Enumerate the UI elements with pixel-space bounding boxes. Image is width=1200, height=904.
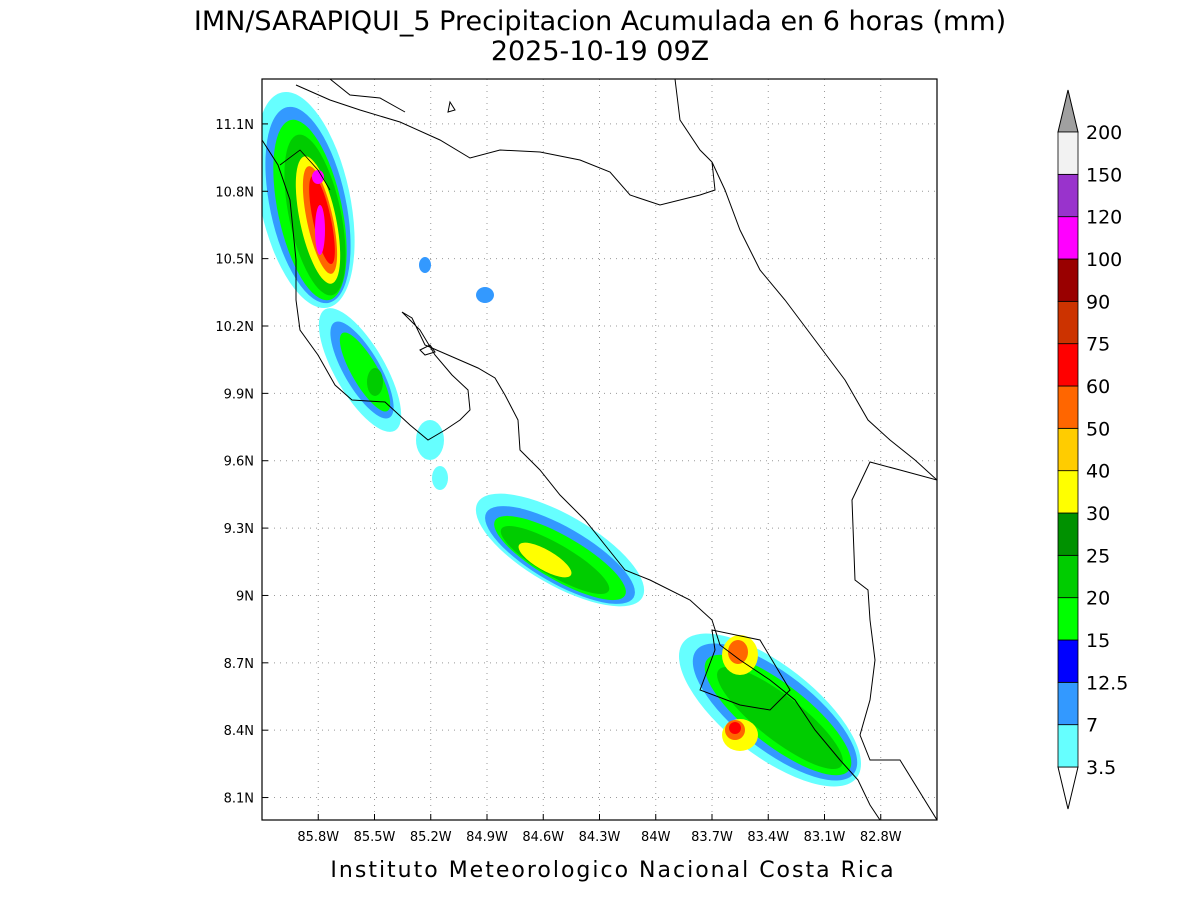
colorbar-segment	[1057, 512, 1079, 556]
colorbar-label: 7	[1086, 715, 1098, 737]
colorbar-label: 3.5	[1086, 757, 1116, 779]
footer: Instituto Meteorologico Nacional Costa R…	[330, 858, 895, 883]
x-tick-label: 84.3W	[579, 830, 621, 845]
colorbar-segment	[1057, 554, 1079, 599]
map-frame	[261, 78, 938, 821]
colorbar-label: 150	[1086, 164, 1122, 186]
colorbar-segment	[1057, 173, 1079, 218]
y-tick-label: 8.1N	[224, 792, 254, 807]
y-tick-label: 10.5N	[215, 253, 254, 268]
colorbar-label: 12.5	[1086, 672, 1128, 694]
y-tick-label: 11.1N	[215, 118, 254, 133]
y-tick-label: 10.2N	[215, 320, 254, 335]
colorbar-label: 60	[1086, 376, 1110, 398]
colorbar-label: 40	[1086, 461, 1110, 483]
colorbar-segment	[1057, 681, 1079, 726]
x-tick-label: 83.4W	[747, 830, 789, 845]
colorbar-segment	[1057, 639, 1079, 683]
y-tick-label: 8.4N	[224, 724, 254, 739]
coastlines	[262, 79, 937, 820]
colorbar-under	[1057, 766, 1079, 810]
x-tick-label: 85.2W	[410, 830, 452, 845]
colorbar-label: 50	[1086, 418, 1110, 440]
axis-labels: 85.8W 85.5W 85.2W 84.9W 84.6W 84.3W 84W 83.7W 83…	[215, 118, 901, 845]
y-tick-label: 9.9N	[224, 387, 254, 402]
colorbar-segment	[1057, 216, 1079, 260]
colorbar-label: 30	[1086, 503, 1110, 525]
x-tick-label: 84W	[641, 830, 671, 845]
title: IMN/SARAPIQUI_5 Precipitacion Acumulada …	[194, 6, 1006, 37]
x-tick-label: 85.5W	[354, 830, 396, 845]
x-tick-label: 84.9W	[466, 830, 508, 845]
colorbar-label: 120	[1086, 207, 1122, 229]
colorbar-segment	[1057, 385, 1079, 429]
x-tick-label: 84.6W	[522, 830, 564, 845]
colorbar-segment	[1057, 300, 1079, 345]
colorbar-label: 100	[1086, 249, 1122, 271]
grid	[262, 79, 937, 820]
colorbar-over	[1057, 89, 1079, 133]
colorbar: 3.5 7 12.5 15 20 25 30 40 50 60 75 90 100 120 150 200	[1057, 89, 1128, 810]
colorbar-label: 90	[1086, 291, 1110, 313]
precipitation	[262, 91, 862, 787]
colorbar-label: 200	[1086, 122, 1122, 144]
colorbar-segment	[1057, 427, 1079, 472]
colorbar-segment	[1057, 258, 1079, 302]
colorbar-label: 15	[1086, 630, 1110, 652]
x-tick-label: 85.8W	[297, 830, 339, 845]
x-tick-label: 83.1W	[804, 830, 846, 845]
colorbar-label: 25	[1086, 545, 1110, 567]
colorbar-label: 20	[1086, 588, 1110, 610]
y-tick-label: 9N	[236, 589, 254, 604]
y-tick-label: 9.6N	[224, 455, 254, 470]
subtitle: 2025-10-19 09Z	[491, 36, 709, 67]
colorbar-segment	[1057, 470, 1079, 514]
x-tick-label: 83.7W	[691, 830, 733, 845]
y-tick-label: 8.7N	[224, 657, 254, 672]
colorbar-segment	[1057, 343, 1079, 387]
colorbar-segment	[1057, 597, 1079, 641]
colorbar-segment	[1057, 724, 1079, 768]
colorbar-segment	[1057, 131, 1079, 175]
y-tick-label: 10.8N	[215, 185, 254, 200]
y-tick-label: 9.3N	[224, 522, 254, 537]
colorbar-label: 75	[1086, 334, 1110, 356]
x-tick-label: 82.8W	[860, 830, 902, 845]
